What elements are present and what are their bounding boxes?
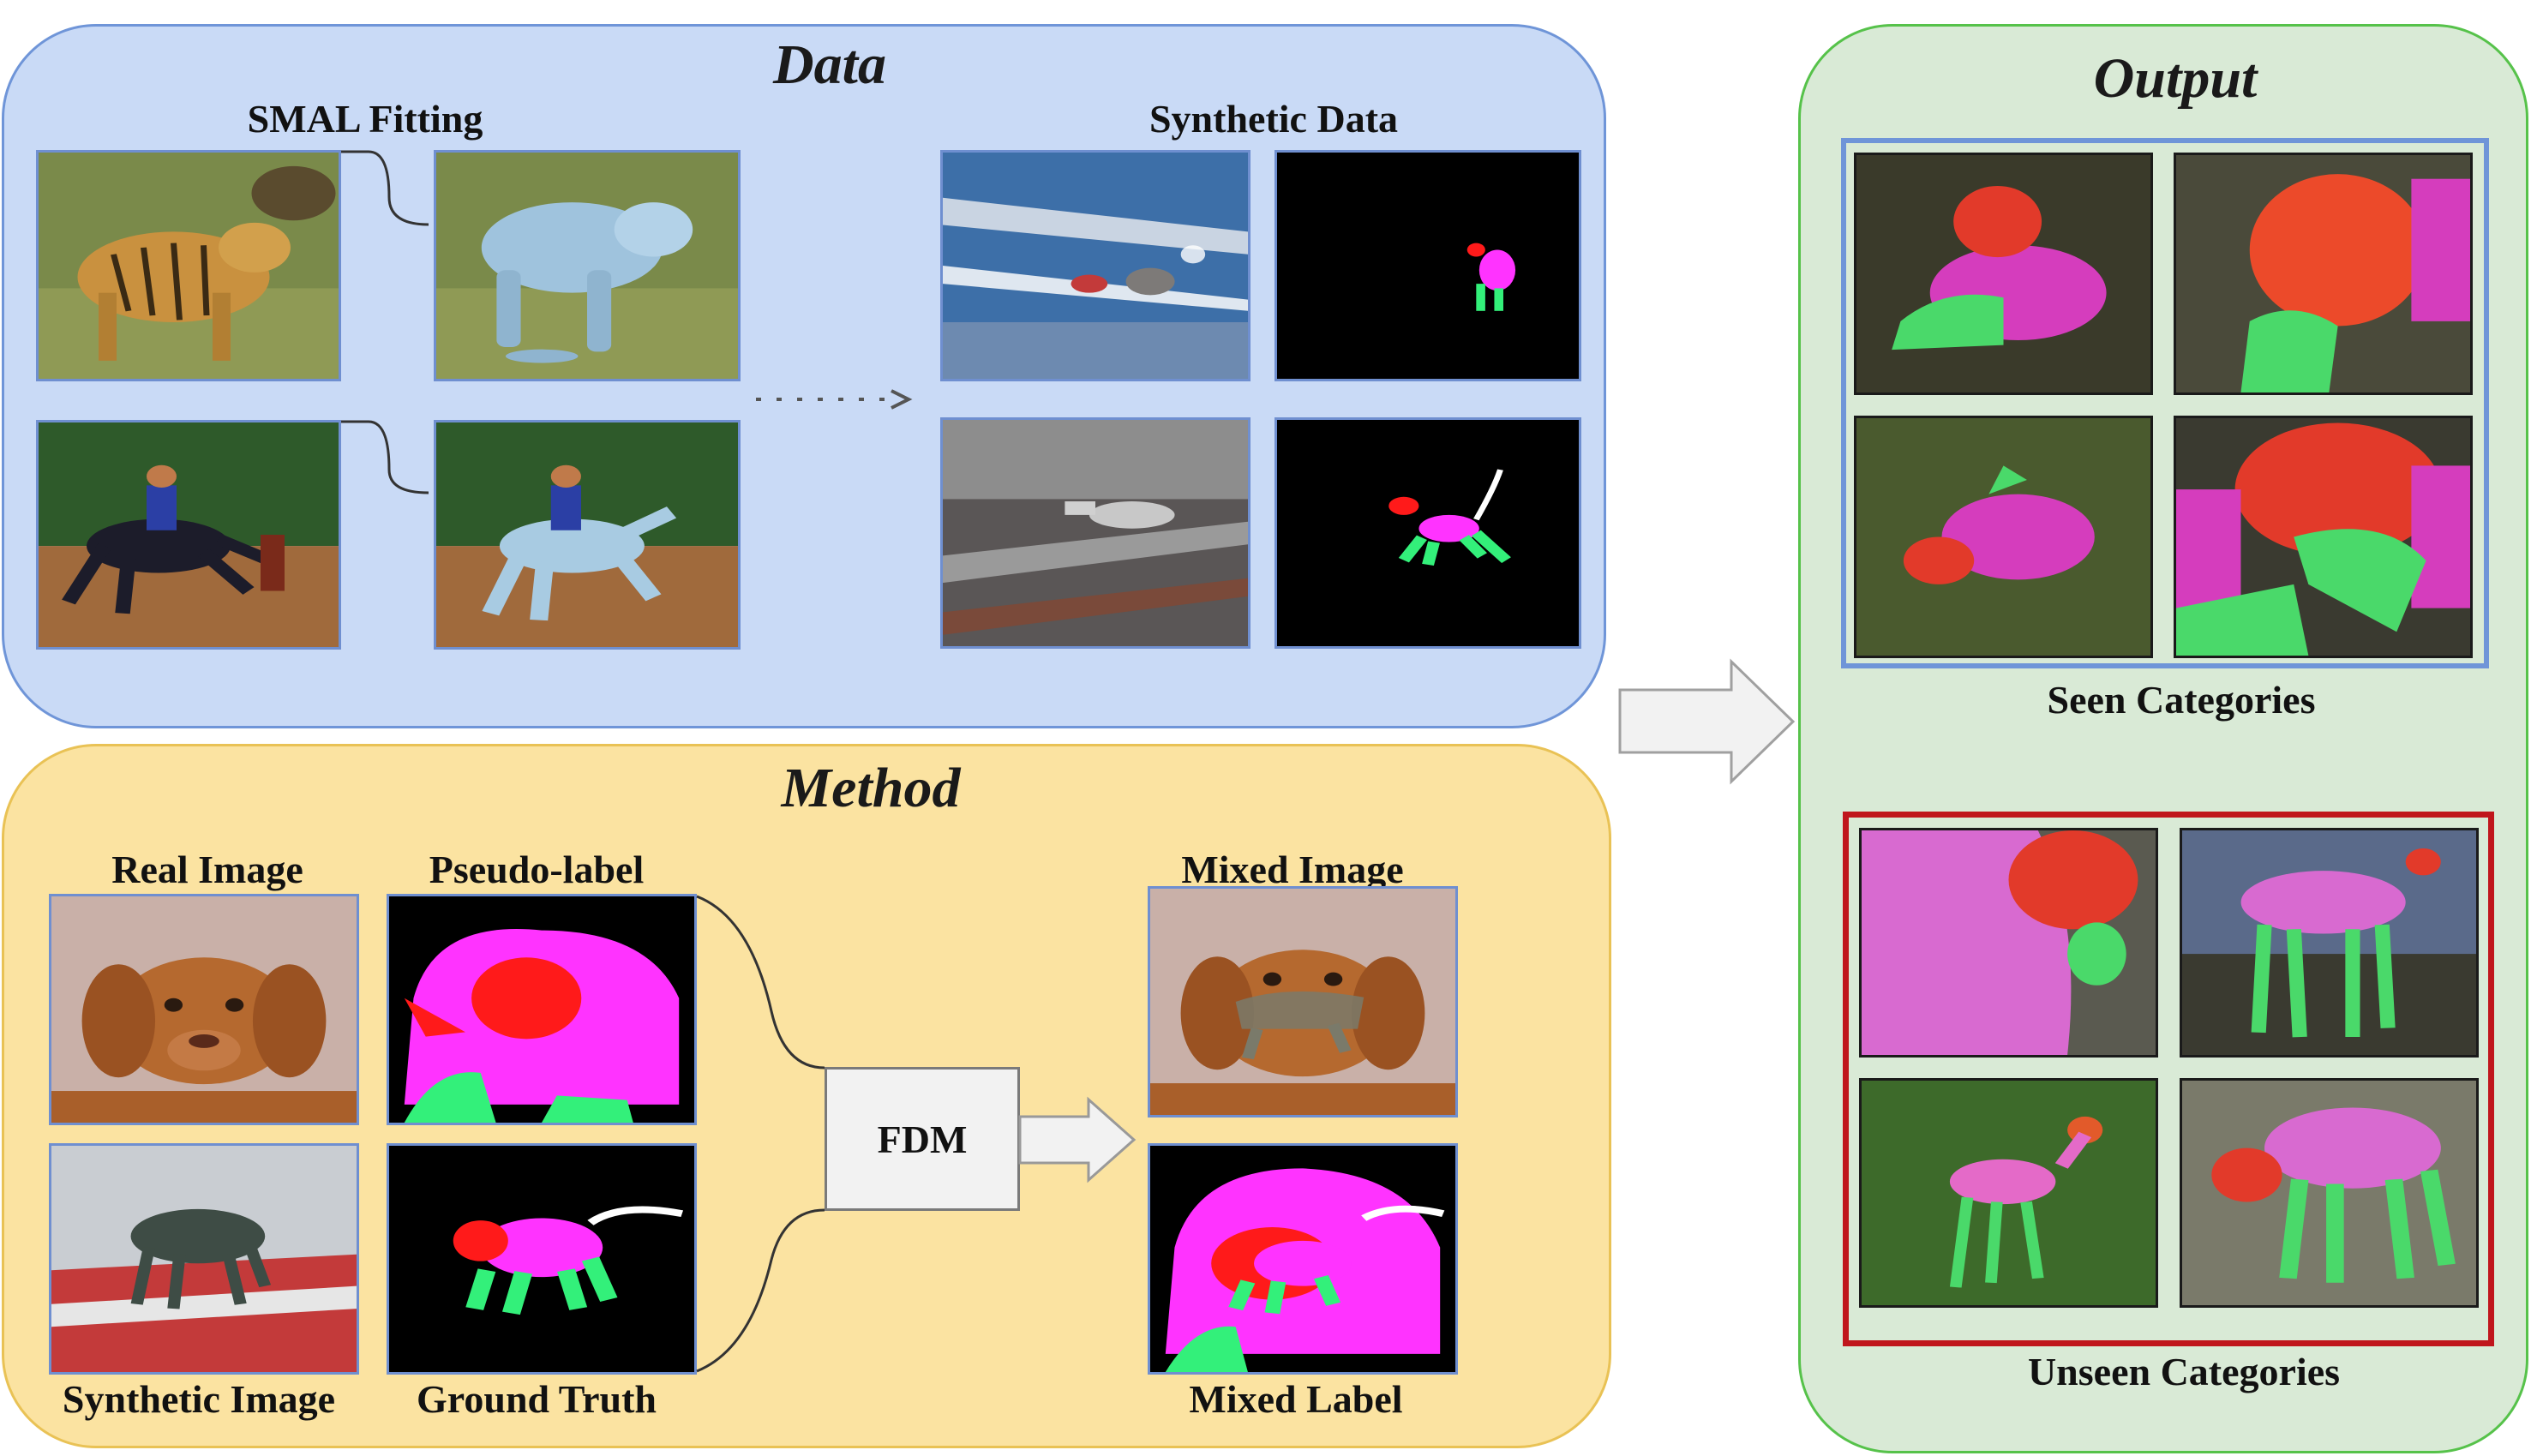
synthetic-mask-2	[1274, 417, 1581, 649]
real-image-label: Real Image	[111, 848, 303, 891]
tiger-photo	[36, 150, 341, 381]
ground-truth-mask	[387, 1143, 697, 1375]
data-title: Data	[773, 33, 886, 96]
seen-categories-box	[1841, 138, 2489, 668]
method-title: Method	[781, 757, 961, 819]
ground-truth-label: Ground Truth	[417, 1377, 657, 1421]
unseen-result-2	[2180, 828, 2479, 1058]
fdm-input-curve-bottom	[696, 1208, 825, 1373]
seen-result-3	[1854, 416, 2153, 658]
fdm-output-arrow	[1018, 1096, 1137, 1183]
smal-horse-fit	[434, 420, 741, 650]
unseen-result-3	[1859, 1078, 2158, 1308]
unseen-categories-label: Unseen Categories	[2027, 1350, 2341, 1393]
seen-categories-label: Seen Categories	[2047, 678, 2316, 722]
real-dog-image	[49, 894, 359, 1125]
fdm-module: FDM	[825, 1067, 1020, 1211]
synthetic-data-label: Synthetic Data	[1149, 97, 1399, 141]
synthetic-image-label: Synthetic Image	[62, 1377, 336, 1421]
mixed-image	[1148, 886, 1458, 1117]
seen-result-2	[2174, 153, 2473, 395]
smal-fitting-label: SMAL Fitting	[247, 97, 483, 141]
unseen-categories-box	[1843, 812, 2494, 1346]
pseudo-label-label: Pseudo-label	[429, 848, 645, 891]
dotted-arrow-head	[891, 389, 913, 410]
mixed-image-label: Mixed Image	[1181, 848, 1404, 891]
smal-connector-bottom	[341, 420, 429, 494]
mixed-label-mask	[1148, 1143, 1458, 1375]
unseen-result-4	[2180, 1078, 2479, 1308]
to-output-arrow	[1618, 658, 1796, 785]
output-title: Output	[2093, 47, 2258, 110]
smal-tiger-fit	[434, 150, 741, 381]
horse-photo	[36, 420, 341, 650]
synthetic-render-2	[940, 417, 1251, 649]
synthetic-dog-image	[49, 1143, 359, 1375]
pseudo-label-mask	[387, 894, 697, 1125]
synthetic-render-1	[940, 150, 1251, 381]
synthetic-mask-1	[1274, 150, 1581, 381]
seen-result-1	[1854, 153, 2153, 395]
smal-connector-top	[341, 150, 429, 226]
unseen-result-1	[1859, 828, 2158, 1058]
fdm-input-curve-top	[696, 895, 825, 1070]
seen-result-4	[2174, 416, 2473, 658]
mixed-label-label: Mixed Label	[1189, 1377, 1403, 1421]
